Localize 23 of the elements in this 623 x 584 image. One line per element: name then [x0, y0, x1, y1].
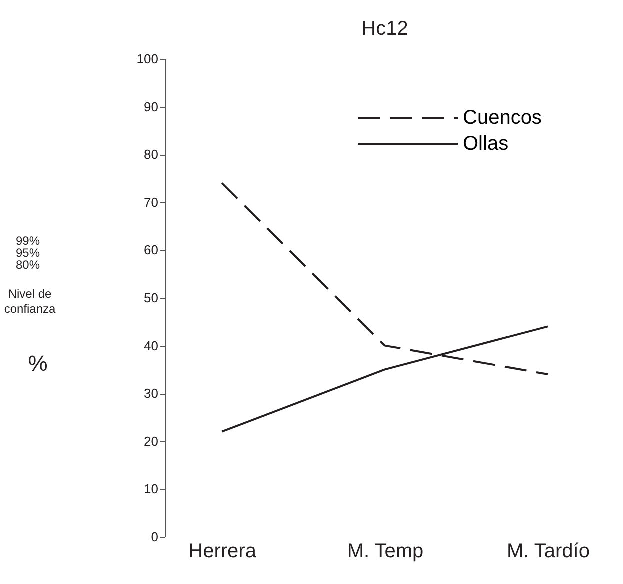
- chart-title: Hc12: [362, 18, 408, 40]
- y-tick-label: 60: [144, 242, 158, 258]
- text: confianza: [4, 302, 56, 316]
- y-tick-label: 50: [144, 290, 158, 306]
- legend-label: Cuencos: [463, 107, 542, 129]
- y-tick-label: 30: [144, 386, 158, 402]
- text: 80%: [16, 258, 40, 272]
- y-tick-label: 70: [144, 194, 158, 210]
- y-tick-label: 40: [144, 338, 158, 354]
- x-tick-label: M. Temp: [347, 540, 424, 562]
- y-tick-label: 90: [144, 99, 158, 114]
- y-tick-label: 10: [144, 482, 158, 497]
- y-tick-label: 100: [136, 52, 158, 66]
- text: Nivel de: [8, 287, 52, 301]
- text: 95%: [16, 246, 40, 260]
- x-tick-label: M. Tardío: [506, 540, 590, 562]
- y-tick-label: 20: [144, 434, 158, 449]
- y-axis-title: %: [28, 351, 48, 376]
- text: 99%: [16, 234, 40, 248]
- y-tick-label: 0: [151, 530, 158, 544]
- y-tick-label: 80: [144, 147, 158, 162]
- legend-label: Ollas: [463, 133, 509, 155]
- x-tick-label: Herrera: [188, 540, 258, 562]
